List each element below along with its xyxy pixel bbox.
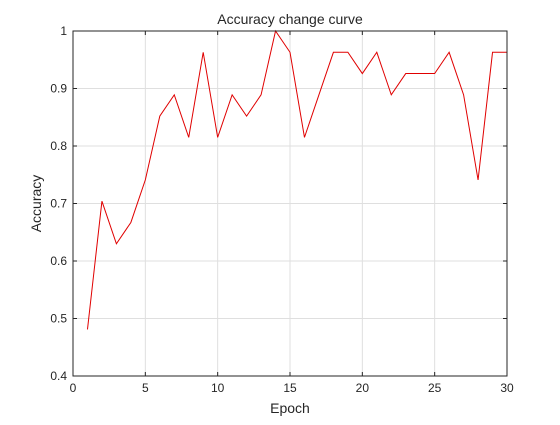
y-tick-label: 0.8 [50, 139, 67, 153]
y-tick-label: 0.4 [50, 369, 67, 383]
y-tick-label: 0.7 [50, 197, 67, 211]
x-axis-label: Epoch [270, 400, 310, 416]
y-axis-label: Accuracy [28, 175, 44, 233]
x-tick-label: 10 [211, 381, 225, 395]
x-tick-label: 15 [283, 381, 297, 395]
x-tick-label: 5 [142, 381, 149, 395]
y-tick-label: 0.5 [50, 312, 67, 326]
x-tick-label: 0 [70, 381, 77, 395]
y-tick-label: 0.6 [50, 254, 67, 268]
x-tick-label: 25 [428, 381, 442, 395]
y-tick-label: 1 [60, 24, 67, 38]
x-tick-label: 30 [500, 381, 514, 395]
x-tick-label: 20 [356, 381, 370, 395]
y-tick-label: 0.9 [50, 82, 67, 96]
chart-title: Accuracy change curve [217, 11, 363, 27]
